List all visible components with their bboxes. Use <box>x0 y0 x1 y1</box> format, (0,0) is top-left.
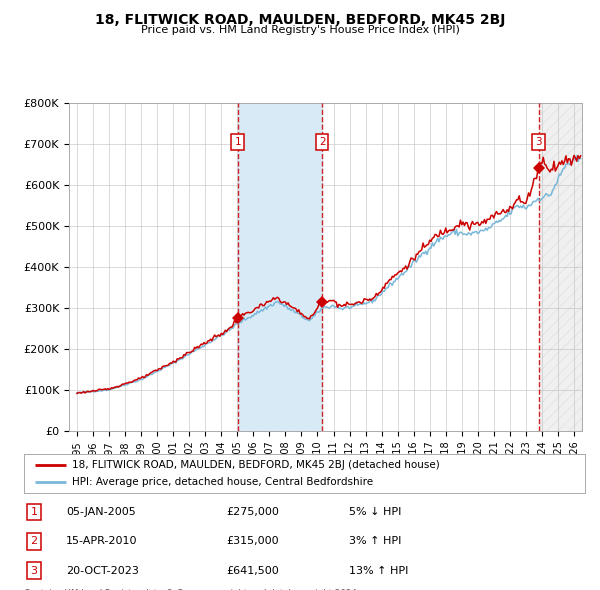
Text: 3: 3 <box>31 566 38 576</box>
Text: 18, FLITWICK ROAD, MAULDEN, BEDFORD, MK45 2BJ (detached house): 18, FLITWICK ROAD, MAULDEN, BEDFORD, MK4… <box>71 460 439 470</box>
Text: £315,000: £315,000 <box>226 536 278 546</box>
Text: Price paid vs. HM Land Registry's House Price Index (HPI): Price paid vs. HM Land Registry's House … <box>140 25 460 35</box>
Text: 20-OCT-2023: 20-OCT-2023 <box>66 566 139 576</box>
Text: 13% ↑ HPI: 13% ↑ HPI <box>349 566 409 576</box>
Bar <box>238 103 322 431</box>
Text: 1: 1 <box>31 507 38 517</box>
Text: 05-JAN-2005: 05-JAN-2005 <box>66 507 136 517</box>
Text: 3% ↑ HPI: 3% ↑ HPI <box>349 536 402 546</box>
Text: 15-APR-2010: 15-APR-2010 <box>66 536 137 546</box>
Text: £275,000: £275,000 <box>226 507 279 517</box>
Text: 2: 2 <box>319 137 325 147</box>
Bar <box>539 103 582 431</box>
Text: 2: 2 <box>31 536 38 546</box>
Text: 3: 3 <box>535 137 542 147</box>
Text: HPI: Average price, detached house, Central Bedfordshire: HPI: Average price, detached house, Cent… <box>71 477 373 487</box>
Text: Contains HM Land Registry data © Crown copyright and database right 2024.
This d: Contains HM Land Registry data © Crown c… <box>24 589 359 590</box>
Text: 18, FLITWICK ROAD, MAULDEN, BEDFORD, MK45 2BJ: 18, FLITWICK ROAD, MAULDEN, BEDFORD, MK4… <box>95 13 505 27</box>
Text: 5% ↓ HPI: 5% ↓ HPI <box>349 507 402 517</box>
Text: 1: 1 <box>235 137 241 147</box>
Text: £641,500: £641,500 <box>226 566 279 576</box>
